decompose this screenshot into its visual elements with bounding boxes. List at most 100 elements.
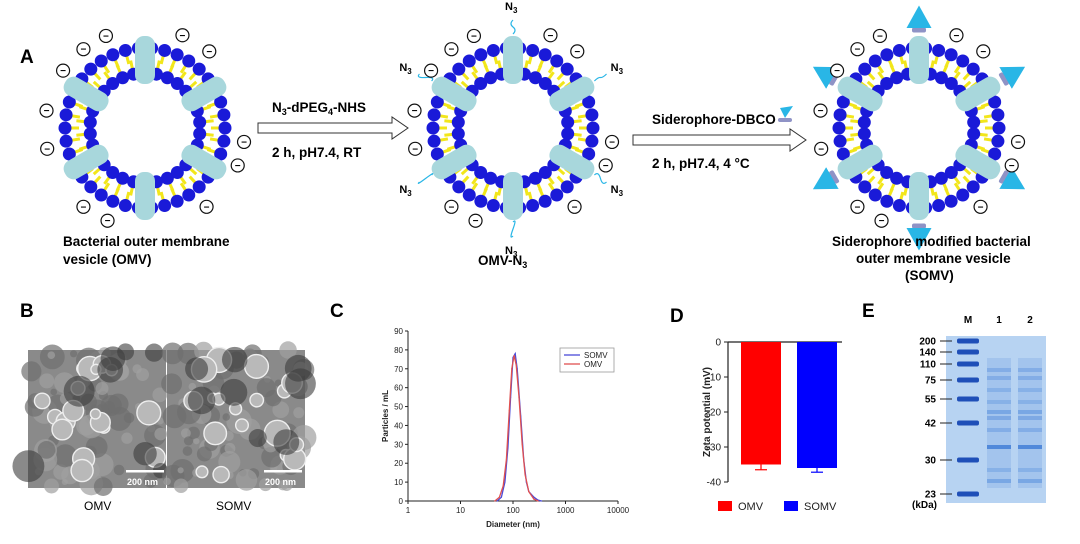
svg-text:−: − [60,66,66,77]
x-tick-label: 1 [406,506,411,515]
omv-caption-line1: Bacterial outer membrane [63,234,230,249]
negative-charge-icon [407,103,422,118]
marker-size-label: 23 [925,490,937,501]
peg-linker [593,173,607,184]
series-line-omv [494,355,539,502]
svg-text:−: − [449,45,455,56]
sample-band [987,410,1011,414]
somv-vesicle: − − − − − − − − − − − − [812,5,1026,251]
series-point [505,458,508,461]
negative-charge-icon [202,44,217,59]
series-point [521,443,523,445]
azide-label: N3 [399,62,412,76]
vesicle-particle [249,392,265,408]
membrane-protein [63,144,109,180]
negative-charge-icon [567,199,582,214]
svg-text:200 nm: 200 nm [265,477,296,487]
membrane-protein [135,36,155,84]
svg-text:−: − [204,202,210,213]
x-tick-label: 10 [456,506,465,515]
negative-charge-icon [444,42,459,57]
svg-text:−: − [877,31,883,42]
legend-swatch [784,501,798,511]
scale-bar-omv: 200 nm [126,470,164,487]
negative-charge-icon [76,199,91,214]
membrane-protein [181,76,227,112]
svg-text:−: − [412,144,418,155]
series-point [540,500,543,502]
negative-charge-icon [874,213,889,228]
membrane-protein [837,76,883,112]
svg-text:−: − [412,106,418,117]
membrane-protein [431,144,477,180]
svg-text:−: − [1009,161,1015,172]
marker-band [957,377,979,383]
svg-text:−: − [855,202,861,213]
marker-band [957,338,979,344]
marker-size-label: 42 [925,419,937,430]
sample-band [987,445,1011,449]
series-point [496,500,498,502]
svg-text:−: − [603,161,609,172]
svg-text:−: − [572,202,578,213]
sample-band [1018,479,1042,483]
tem-label-omv: OMV [84,499,111,513]
size-distribution-chart: 0 10 20 30 40 50 60 70 80 90 1 10 100 1000 10000 Diamet… [381,327,630,529]
negative-charge-icon [199,199,214,214]
negative-charge-icon [230,158,245,173]
svg-text:−: − [980,47,986,58]
siderophore-linker [998,72,1009,86]
svg-text:−: − [81,202,87,213]
legend-swatch [718,501,732,511]
svg-text:−: − [105,216,111,227]
x-tick-label: 10000 [607,506,630,515]
negative-charge-icon [423,63,439,78]
vesicle-particle [89,408,102,420]
series-point [528,490,530,493]
legend-label: OMV [738,501,764,513]
svg-text:−: − [241,137,247,148]
sample-band [1018,445,1042,449]
svg-text:−: − [834,66,840,77]
negative-charge-icon [55,63,71,78]
negative-charge-icon [76,42,91,57]
membrane-protein [503,36,523,84]
tem-image-somv [161,341,317,493]
marker-size-label: 140 [919,348,936,359]
membrane-protein [909,172,929,220]
marker-size-label: 75 [925,376,937,387]
sample-band [1018,428,1042,432]
vesicle-particle [212,465,230,484]
negative-charge-icon [444,199,459,214]
somv-caption-line1: Siderophore modified bacterial [832,234,1031,249]
siderophore-icon [999,167,1026,190]
membrane-protein [431,76,477,112]
svg-text:−: − [449,202,455,213]
chart-d-legend: OMV SOMV [718,501,837,513]
membrane-protein [955,144,1001,180]
azide-label: N3 [399,184,412,198]
marker-band [957,457,979,463]
marker-band [957,420,979,426]
negative-charge-icon [872,28,888,44]
panel-d-label: D [670,306,684,327]
membrane-protein [63,76,109,112]
sample-band [987,368,1011,372]
negative-charge-icon [976,44,991,59]
y-axis-label: Zeta potential (mV) [702,367,713,457]
vesicle-particle [51,418,74,441]
marker-size-label: 200 [919,337,936,348]
sample-band [987,400,1011,404]
sample-band [987,376,1011,380]
sample-band [1018,376,1042,380]
negative-charge-icon [543,28,558,43]
negative-charge-icon [829,63,845,78]
svg-text:−: − [954,31,960,42]
membrane-protein [909,36,929,84]
svg-text:−: − [206,47,212,58]
legend-label: SOMV [584,351,608,360]
azide-label: N3 [505,1,518,15]
azide-label: N3 [505,245,518,259]
series-point [494,500,496,502]
